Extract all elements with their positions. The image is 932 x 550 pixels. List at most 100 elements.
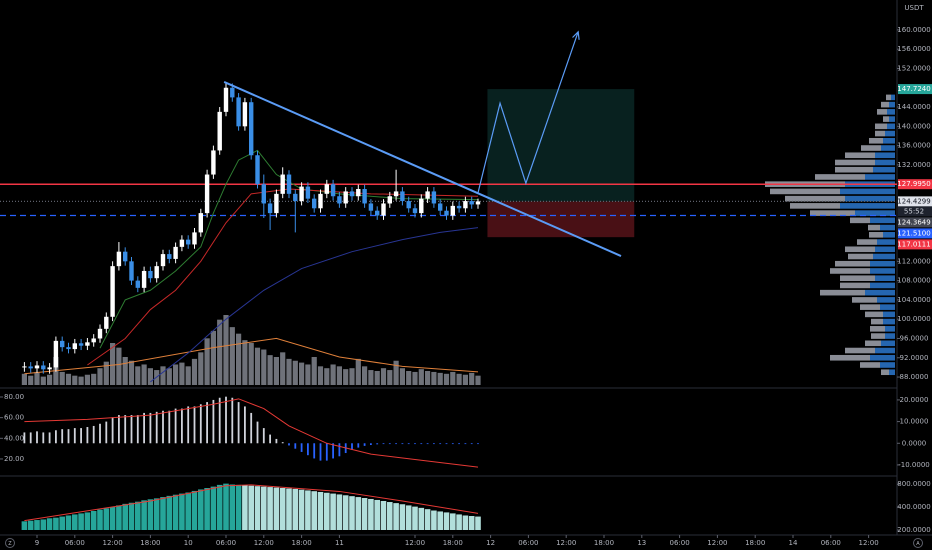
osc-histogram-bar bbox=[319, 443, 322, 461]
countdown-box bbox=[898, 206, 932, 217]
moving-average bbox=[87, 188, 479, 366]
settings-button[interactable] bbox=[5, 538, 15, 548]
momentum-bar bbox=[147, 499, 154, 530]
volume-bar bbox=[406, 371, 412, 385]
osc-right-tick-label: 20.0000 bbox=[900, 396, 929, 404]
candle-body bbox=[431, 191, 437, 204]
volume-bar bbox=[349, 368, 355, 385]
profile-up bbox=[889, 369, 895, 376]
momentum-bar bbox=[78, 513, 84, 530]
momentum-bar bbox=[254, 486, 261, 530]
candle-body bbox=[217, 111, 222, 151]
momentum-tick-label: 200.0000 bbox=[897, 526, 930, 534]
volume-bar bbox=[267, 355, 273, 385]
profile-up bbox=[881, 340, 895, 347]
volume-bar bbox=[122, 357, 128, 385]
corner-button[interactable]: Z bbox=[8, 541, 12, 547]
osc-histogram-bar bbox=[325, 443, 328, 461]
price-label: 147.7240 bbox=[897, 85, 930, 93]
candle-body bbox=[204, 174, 210, 214]
volume-bar bbox=[443, 373, 450, 385]
candle-body bbox=[400, 191, 405, 202]
volume-bar bbox=[254, 347, 261, 385]
candle-body bbox=[236, 97, 241, 127]
osc-signal-line bbox=[24, 398, 479, 468]
osc-left-tick-label: 40.00 bbox=[4, 434, 24, 442]
profile-up bbox=[870, 282, 895, 289]
volume-bar bbox=[362, 366, 368, 385]
profile-down bbox=[815, 174, 865, 180]
profile-up bbox=[865, 289, 895, 296]
momentum-bar bbox=[34, 520, 40, 530]
osc-histogram-bar bbox=[281, 442, 284, 444]
volume-bar bbox=[412, 371, 418, 385]
auto-scale-button[interactable] bbox=[913, 538, 923, 548]
momentum-bar bbox=[317, 491, 324, 530]
x-tick-label: 12:00 bbox=[405, 539, 425, 547]
price-label-box bbox=[898, 179, 932, 190]
osc-histogram-bar bbox=[168, 410, 171, 444]
profile-up bbox=[883, 318, 895, 325]
osc-histogram-bar bbox=[231, 397, 234, 444]
x-tick-label: 12:00 bbox=[707, 539, 727, 547]
osc-histogram-bar bbox=[426, 443, 429, 445]
osc-histogram-bar bbox=[29, 432, 32, 444]
momentum-bar bbox=[267, 487, 273, 530]
momentum-tick-label: 400.0000 bbox=[897, 503, 930, 511]
profile-up bbox=[885, 326, 895, 332]
candle-body bbox=[173, 246, 178, 259]
candle-body bbox=[267, 203, 273, 214]
osc-histogram-bar bbox=[338, 443, 341, 457]
osc-histogram-bar bbox=[55, 430, 57, 444]
momentum-bar bbox=[431, 510, 437, 530]
volume-bar bbox=[65, 373, 72, 385]
profile-up bbox=[840, 203, 895, 209]
profile-down bbox=[861, 145, 881, 151]
corner-button[interactable]: A bbox=[916, 541, 920, 547]
profile-down bbox=[870, 326, 885, 332]
volume-bar bbox=[399, 368, 405, 385]
x-tick-label: 11 bbox=[335, 539, 344, 547]
momentum-bar bbox=[361, 498, 368, 530]
osc-histogram-bar bbox=[451, 443, 454, 445]
candle-body bbox=[249, 102, 254, 156]
volume-bar bbox=[330, 364, 336, 385]
volume-bar bbox=[185, 366, 191, 385]
volume-bar bbox=[305, 364, 311, 385]
osc-histogram-bar bbox=[111, 417, 114, 444]
volume-bar bbox=[456, 373, 462, 385]
candle-body bbox=[255, 155, 260, 185]
momentum-bar bbox=[261, 486, 267, 530]
candle-body bbox=[91, 338, 96, 343]
profile-up bbox=[891, 94, 895, 101]
momentum-tick-label: 800.0000 bbox=[897, 480, 930, 488]
volume-bar bbox=[236, 333, 242, 385]
profile-down bbox=[852, 297, 877, 303]
profile-up bbox=[873, 166, 895, 173]
price-label-box bbox=[898, 228, 932, 239]
candle-body bbox=[305, 186, 311, 199]
momentum-bar bbox=[185, 492, 191, 530]
osc-histogram-bar bbox=[407, 443, 410, 445]
profile-up bbox=[877, 239, 895, 245]
profile-down bbox=[810, 210, 855, 216]
candle-body bbox=[242, 102, 248, 127]
candle-body bbox=[293, 193, 298, 202]
momentum-bar bbox=[292, 488, 299, 530]
candle-body bbox=[104, 316, 109, 329]
momentum-bar bbox=[248, 485, 254, 530]
trendline bbox=[223, 81, 622, 257]
y-tick-label: 132.0000 bbox=[897, 161, 930, 169]
volume-bar bbox=[21, 373, 27, 385]
momentum-bar bbox=[412, 506, 418, 530]
volume-bar bbox=[343, 369, 349, 385]
profile-up bbox=[881, 145, 895, 151]
candle-body bbox=[406, 201, 411, 209]
profile-down bbox=[881, 101, 889, 108]
momentum-bar bbox=[342, 495, 349, 530]
volume-bar bbox=[418, 369, 424, 385]
profile-down bbox=[830, 268, 870, 274]
momentum-bar bbox=[336, 494, 343, 530]
profile-down bbox=[845, 152, 875, 159]
